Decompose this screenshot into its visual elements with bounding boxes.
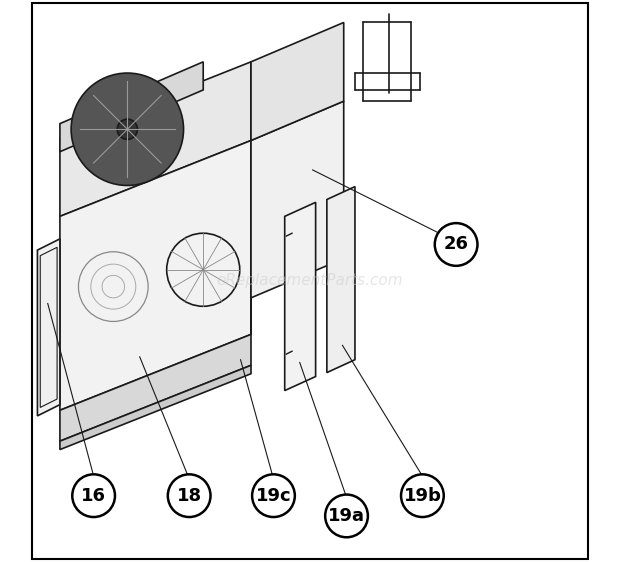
Circle shape (73, 474, 115, 517)
Polygon shape (37, 239, 60, 416)
Polygon shape (285, 202, 316, 391)
Circle shape (435, 223, 477, 266)
Text: 19a: 19a (328, 507, 365, 525)
Circle shape (117, 119, 138, 139)
Polygon shape (60, 62, 251, 216)
Polygon shape (251, 22, 343, 140)
Text: eReplacementParts.com: eReplacementParts.com (216, 274, 404, 288)
Polygon shape (60, 334, 251, 441)
Circle shape (71, 73, 184, 185)
Text: 19b: 19b (404, 487, 441, 505)
Polygon shape (251, 101, 343, 298)
Polygon shape (60, 365, 251, 450)
Text: 16: 16 (81, 487, 106, 505)
Polygon shape (60, 62, 203, 152)
Text: 19c: 19c (255, 487, 291, 505)
Polygon shape (327, 187, 355, 373)
Text: 18: 18 (177, 487, 202, 505)
Circle shape (168, 474, 211, 517)
Circle shape (325, 495, 368, 537)
Polygon shape (60, 140, 251, 410)
Circle shape (252, 474, 295, 517)
Text: 26: 26 (444, 235, 469, 253)
Circle shape (401, 474, 444, 517)
